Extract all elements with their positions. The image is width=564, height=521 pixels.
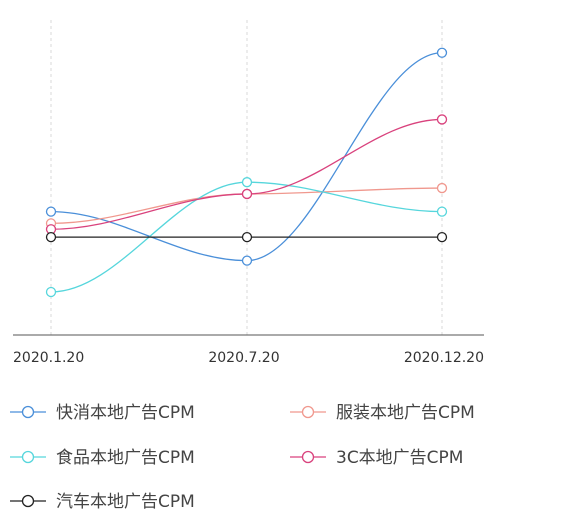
- x-tick-label: 2020.1.20: [13, 350, 84, 366]
- legend-item[interactable]: 食品本地广告CPM: [10, 448, 195, 468]
- series-group: [45, 47, 448, 298]
- legend: 快消本地广告CPM 服装本地广告CPM 食品本地广告CPM 3C本地广告CPM 汽车本地…: [10, 403, 475, 512]
- data-point: [436, 47, 448, 58]
- series-5: [45, 231, 448, 243]
- data-point: [436, 206, 448, 217]
- legend-circle-icon: [301, 405, 315, 419]
- legend-label: 服装本地广告CPM: [336, 403, 475, 423]
- x-tick-label: 2020.7.20: [208, 350, 279, 366]
- series-line: [50, 52, 443, 262]
- data-point: [241, 177, 253, 188]
- series-4: [45, 114, 448, 235]
- legend-circle-icon: [21, 405, 35, 419]
- data-point: [241, 188, 253, 200]
- data-point: [241, 231, 253, 243]
- data-point: [45, 231, 57, 243]
- legend-label: 快消本地广告CPM: [56, 403, 195, 423]
- legend-circle-icon: [301, 450, 315, 464]
- legend-label: 汽车本地广告CPM: [56, 492, 195, 512]
- x-tick-label: 2020.12.20: [404, 350, 484, 366]
- data-point: [241, 255, 253, 266]
- data-point: [436, 231, 448, 243]
- legend-circle-icon: [21, 450, 35, 464]
- legend-label: 3C本地广告CPM: [336, 448, 463, 468]
- series-1: [45, 47, 448, 266]
- series-3: [45, 177, 448, 298]
- data-point: [45, 286, 57, 298]
- legend-item[interactable]: 3C本地广告CPM: [290, 448, 463, 468]
- legend-item[interactable]: 快消本地广告CPM: [10, 403, 195, 423]
- x-axis-ticks: 2020.1.20 2020.7.20 2020.12.20: [13, 350, 484, 366]
- data-point: [436, 182, 448, 194]
- legend-item[interactable]: 汽车本地广告CPM: [10, 492, 195, 512]
- legend-circle-icon: [21, 494, 35, 508]
- data-point: [436, 114, 448, 125]
- data-point: [45, 206, 57, 217]
- legend-item[interactable]: 服装本地广告CPM: [290, 403, 475, 423]
- legend-label: 食品本地广告CPM: [56, 448, 195, 468]
